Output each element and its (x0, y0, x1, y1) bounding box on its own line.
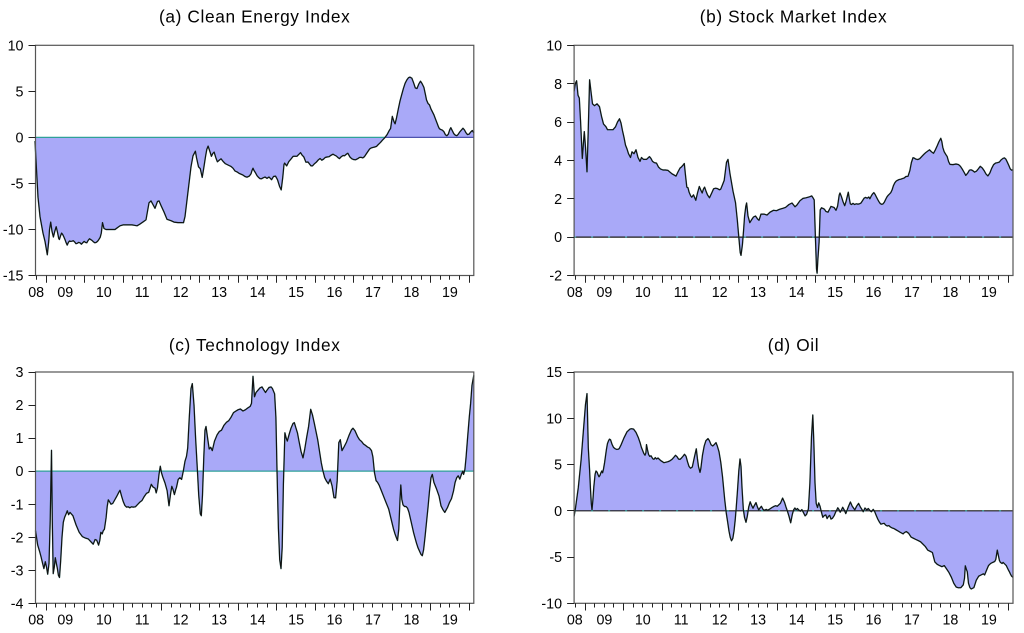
svg-text:12: 12 (712, 612, 728, 628)
svg-text:08: 08 (28, 612, 44, 628)
svg-text:0: 0 (16, 131, 24, 147)
svg-text:-2: -2 (11, 530, 24, 546)
svg-text:0: 0 (16, 464, 24, 480)
svg-text:4: 4 (554, 154, 562, 170)
svg-text:11: 11 (135, 612, 150, 628)
svg-text:5: 5 (16, 84, 24, 100)
svg-text:10: 10 (635, 612, 651, 628)
svg-text:-3: -3 (11, 563, 24, 579)
svg-text:10: 10 (546, 411, 562, 427)
svg-text:11: 11 (135, 285, 150, 301)
svg-text:-5: -5 (11, 177, 24, 193)
svg-text:16: 16 (866, 612, 882, 628)
svg-text:17: 17 (365, 612, 381, 628)
svg-text:09: 09 (57, 612, 73, 628)
svg-text:10: 10 (96, 612, 112, 628)
svg-text:-1: -1 (11, 497, 24, 513)
svg-text:14: 14 (250, 285, 266, 301)
svg-text:8: 8 (554, 77, 562, 93)
svg-text:-2: -2 (549, 269, 562, 285)
svg-text:19: 19 (981, 612, 997, 628)
svg-text:18: 18 (403, 612, 419, 628)
svg-text:12: 12 (173, 612, 189, 628)
svg-text:19: 19 (981, 285, 997, 301)
svg-text:0: 0 (554, 504, 562, 520)
svg-text:09: 09 (596, 612, 612, 628)
svg-text:18: 18 (403, 285, 419, 301)
svg-text:-5: -5 (549, 550, 562, 566)
svg-text:0: 0 (554, 230, 562, 246)
svg-text:10: 10 (96, 285, 112, 301)
svg-text:3: 3 (16, 365, 24, 381)
svg-text:12: 12 (173, 285, 189, 301)
svg-text:15: 15 (827, 285, 843, 301)
svg-text:(d) Oil: (d) Oil (768, 335, 819, 355)
svg-text:(c) Technology Index: (c) Technology Index (169, 335, 341, 355)
svg-text:-15: -15 (3, 269, 24, 285)
svg-text:17: 17 (904, 612, 920, 628)
svg-text:18: 18 (942, 285, 958, 301)
svg-text:08: 08 (567, 285, 583, 301)
svg-text:6: 6 (554, 115, 562, 131)
svg-text:15: 15 (288, 612, 304, 628)
svg-text:13: 13 (211, 285, 227, 301)
svg-text:1: 1 (16, 431, 24, 447)
svg-text:15: 15 (288, 285, 304, 301)
svg-text:09: 09 (57, 285, 73, 301)
svg-text:13: 13 (750, 285, 766, 301)
svg-text:11: 11 (674, 612, 689, 628)
svg-text:13: 13 (211, 612, 227, 628)
svg-text:-10: -10 (541, 596, 562, 612)
svg-text:15: 15 (827, 612, 843, 628)
svg-text:12: 12 (712, 285, 728, 301)
svg-text:14: 14 (789, 612, 805, 628)
svg-text:19: 19 (442, 612, 458, 628)
svg-text:(b) Stock Market Index: (b) Stock Market Index (700, 6, 887, 26)
svg-text:10: 10 (546, 38, 562, 54)
svg-text:11: 11 (674, 285, 689, 301)
svg-text:19: 19 (442, 285, 458, 301)
svg-text:08: 08 (28, 285, 44, 301)
svg-text:16: 16 (866, 285, 882, 301)
svg-text:08: 08 (567, 612, 583, 628)
svg-text:-4: -4 (11, 596, 24, 612)
svg-text:10: 10 (8, 38, 24, 54)
svg-text:14: 14 (789, 285, 805, 301)
svg-text:2: 2 (16, 398, 24, 414)
svg-text:09: 09 (596, 285, 612, 301)
svg-text:18: 18 (942, 612, 958, 628)
svg-text:17: 17 (365, 285, 381, 301)
svg-text:15: 15 (546, 365, 562, 381)
svg-text:14: 14 (250, 612, 266, 628)
svg-text:16: 16 (327, 612, 343, 628)
svg-text:16: 16 (327, 285, 343, 301)
svg-text:17: 17 (904, 285, 920, 301)
svg-text:2: 2 (554, 192, 562, 208)
svg-text:10: 10 (635, 285, 651, 301)
svg-text:(a) Clean Energy Index: (a) Clean Energy Index (159, 6, 350, 26)
svg-text:13: 13 (750, 612, 766, 628)
svg-text:5: 5 (554, 458, 562, 474)
svg-text:-10: -10 (3, 223, 24, 239)
